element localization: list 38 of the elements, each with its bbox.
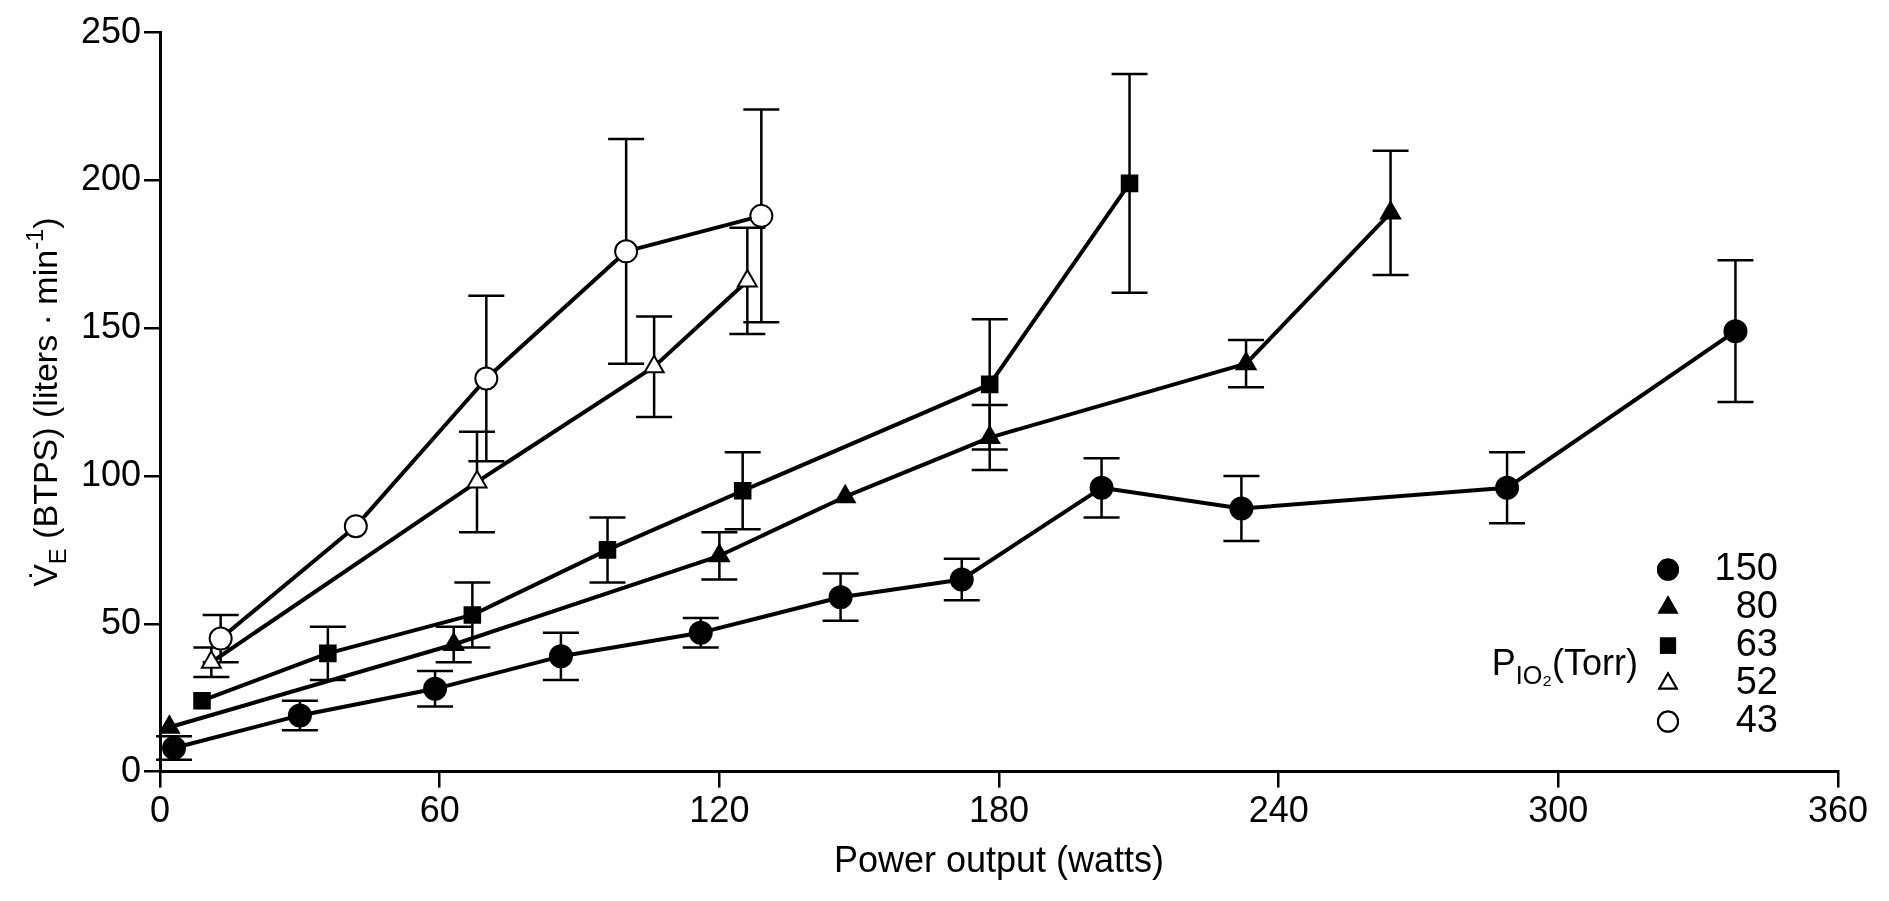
point bbox=[1120, 174, 1139, 193]
x-tick-label: 300 bbox=[1528, 789, 1589, 831]
point bbox=[1495, 475, 1520, 500]
point bbox=[208, 626, 233, 651]
point bbox=[548, 644, 573, 669]
x-tick-label: 60 bbox=[419, 789, 460, 831]
y-tick-label: 0 bbox=[121, 748, 142, 790]
point bbox=[749, 203, 774, 228]
point bbox=[162, 735, 187, 760]
point bbox=[463, 606, 482, 624]
y-tick-label: 250 bbox=[80, 9, 142, 51]
point bbox=[980, 375, 999, 394]
point bbox=[733, 482, 752, 500]
y-tick-label: 200 bbox=[80, 157, 142, 199]
point bbox=[474, 366, 499, 391]
point bbox=[343, 514, 368, 539]
point bbox=[688, 620, 713, 645]
point bbox=[1089, 475, 1114, 500]
x-axis-title: Power output (watts) bbox=[833, 839, 1165, 881]
y-axis-title: V̇E (BTPS) (liters · min-1) bbox=[20, 217, 72, 587]
x-tick-label: 180 bbox=[968, 789, 1030, 831]
point bbox=[828, 585, 853, 610]
point bbox=[949, 567, 974, 592]
x-tick-label: 360 bbox=[1807, 789, 1869, 831]
point bbox=[423, 676, 448, 701]
point bbox=[598, 541, 617, 559]
x-tick-label: 120 bbox=[689, 789, 750, 831]
point bbox=[193, 691, 211, 710]
point bbox=[614, 239, 639, 264]
point bbox=[1723, 319, 1748, 344]
point bbox=[319, 644, 337, 663]
y-tick-label: 50 bbox=[101, 600, 142, 642]
x-tick-label: 240 bbox=[1248, 789, 1309, 831]
point bbox=[1229, 496, 1254, 521]
point bbox=[287, 703, 312, 728]
y-tick-label: 100 bbox=[80, 452, 142, 494]
x-tick-label: 0 bbox=[150, 789, 171, 831]
y-tick-label: 150 bbox=[80, 305, 142, 347]
